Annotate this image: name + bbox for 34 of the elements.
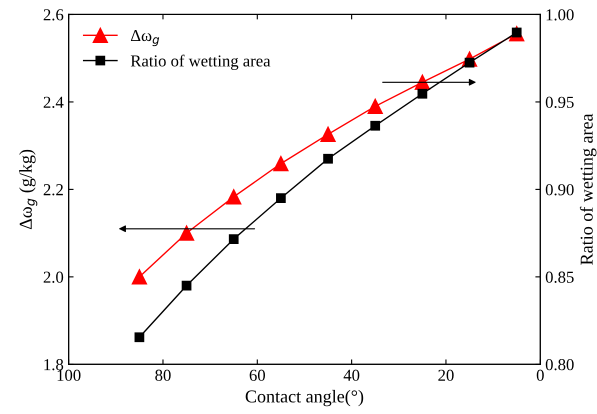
y2-tick-label: 0.90 bbox=[546, 184, 574, 196]
point bbox=[226, 189, 242, 204]
y-tick-label: 2.2 bbox=[44, 184, 63, 196]
x-tick-label: 20 bbox=[438, 370, 454, 381]
point bbox=[273, 156, 289, 172]
point bbox=[228, 234, 239, 244]
x-tick-label: 40 bbox=[344, 370, 360, 381]
x-axis-title: Contact angle(°) bbox=[246, 390, 364, 406]
x-tick-label: 0 bbox=[536, 370, 544, 381]
legend-label: Δω$_{g}$ bbox=[130, 30, 160, 46]
point bbox=[132, 269, 148, 284]
x-tick-label: 80 bbox=[155, 370, 171, 381]
point bbox=[320, 126, 336, 142]
y2-axis-title: Ratio of wetting area bbox=[580, 114, 596, 265]
point bbox=[370, 120, 380, 131]
point bbox=[178, 225, 194, 241]
point bbox=[418, 88, 428, 99]
y-tick-label: 1.8 bbox=[44, 359, 64, 370]
y2-tick-label: 0.80 bbox=[546, 359, 574, 370]
x-tick-label: 100 bbox=[58, 370, 81, 381]
y2-tick-label: 0.85 bbox=[546, 272, 574, 283]
y-axis-title: Δω$_{g}$ (g/kg) bbox=[19, 150, 38, 230]
point bbox=[323, 154, 333, 164]
y-tick-label: 2.0 bbox=[44, 272, 64, 283]
y-tick-label: 2.6 bbox=[44, 9, 64, 21]
point bbox=[276, 193, 286, 204]
point bbox=[134, 332, 144, 342]
legend-label: Ratio of wetting area bbox=[130, 54, 270, 70]
point bbox=[368, 98, 383, 114]
y-tick-label: 2.4 bbox=[44, 96, 64, 108]
point bbox=[182, 280, 192, 290]
y2-tick-label: 0.95 bbox=[546, 96, 574, 108]
x-tick-label: 60 bbox=[250, 370, 266, 381]
y2-tick-label: 1.00 bbox=[546, 9, 574, 21]
